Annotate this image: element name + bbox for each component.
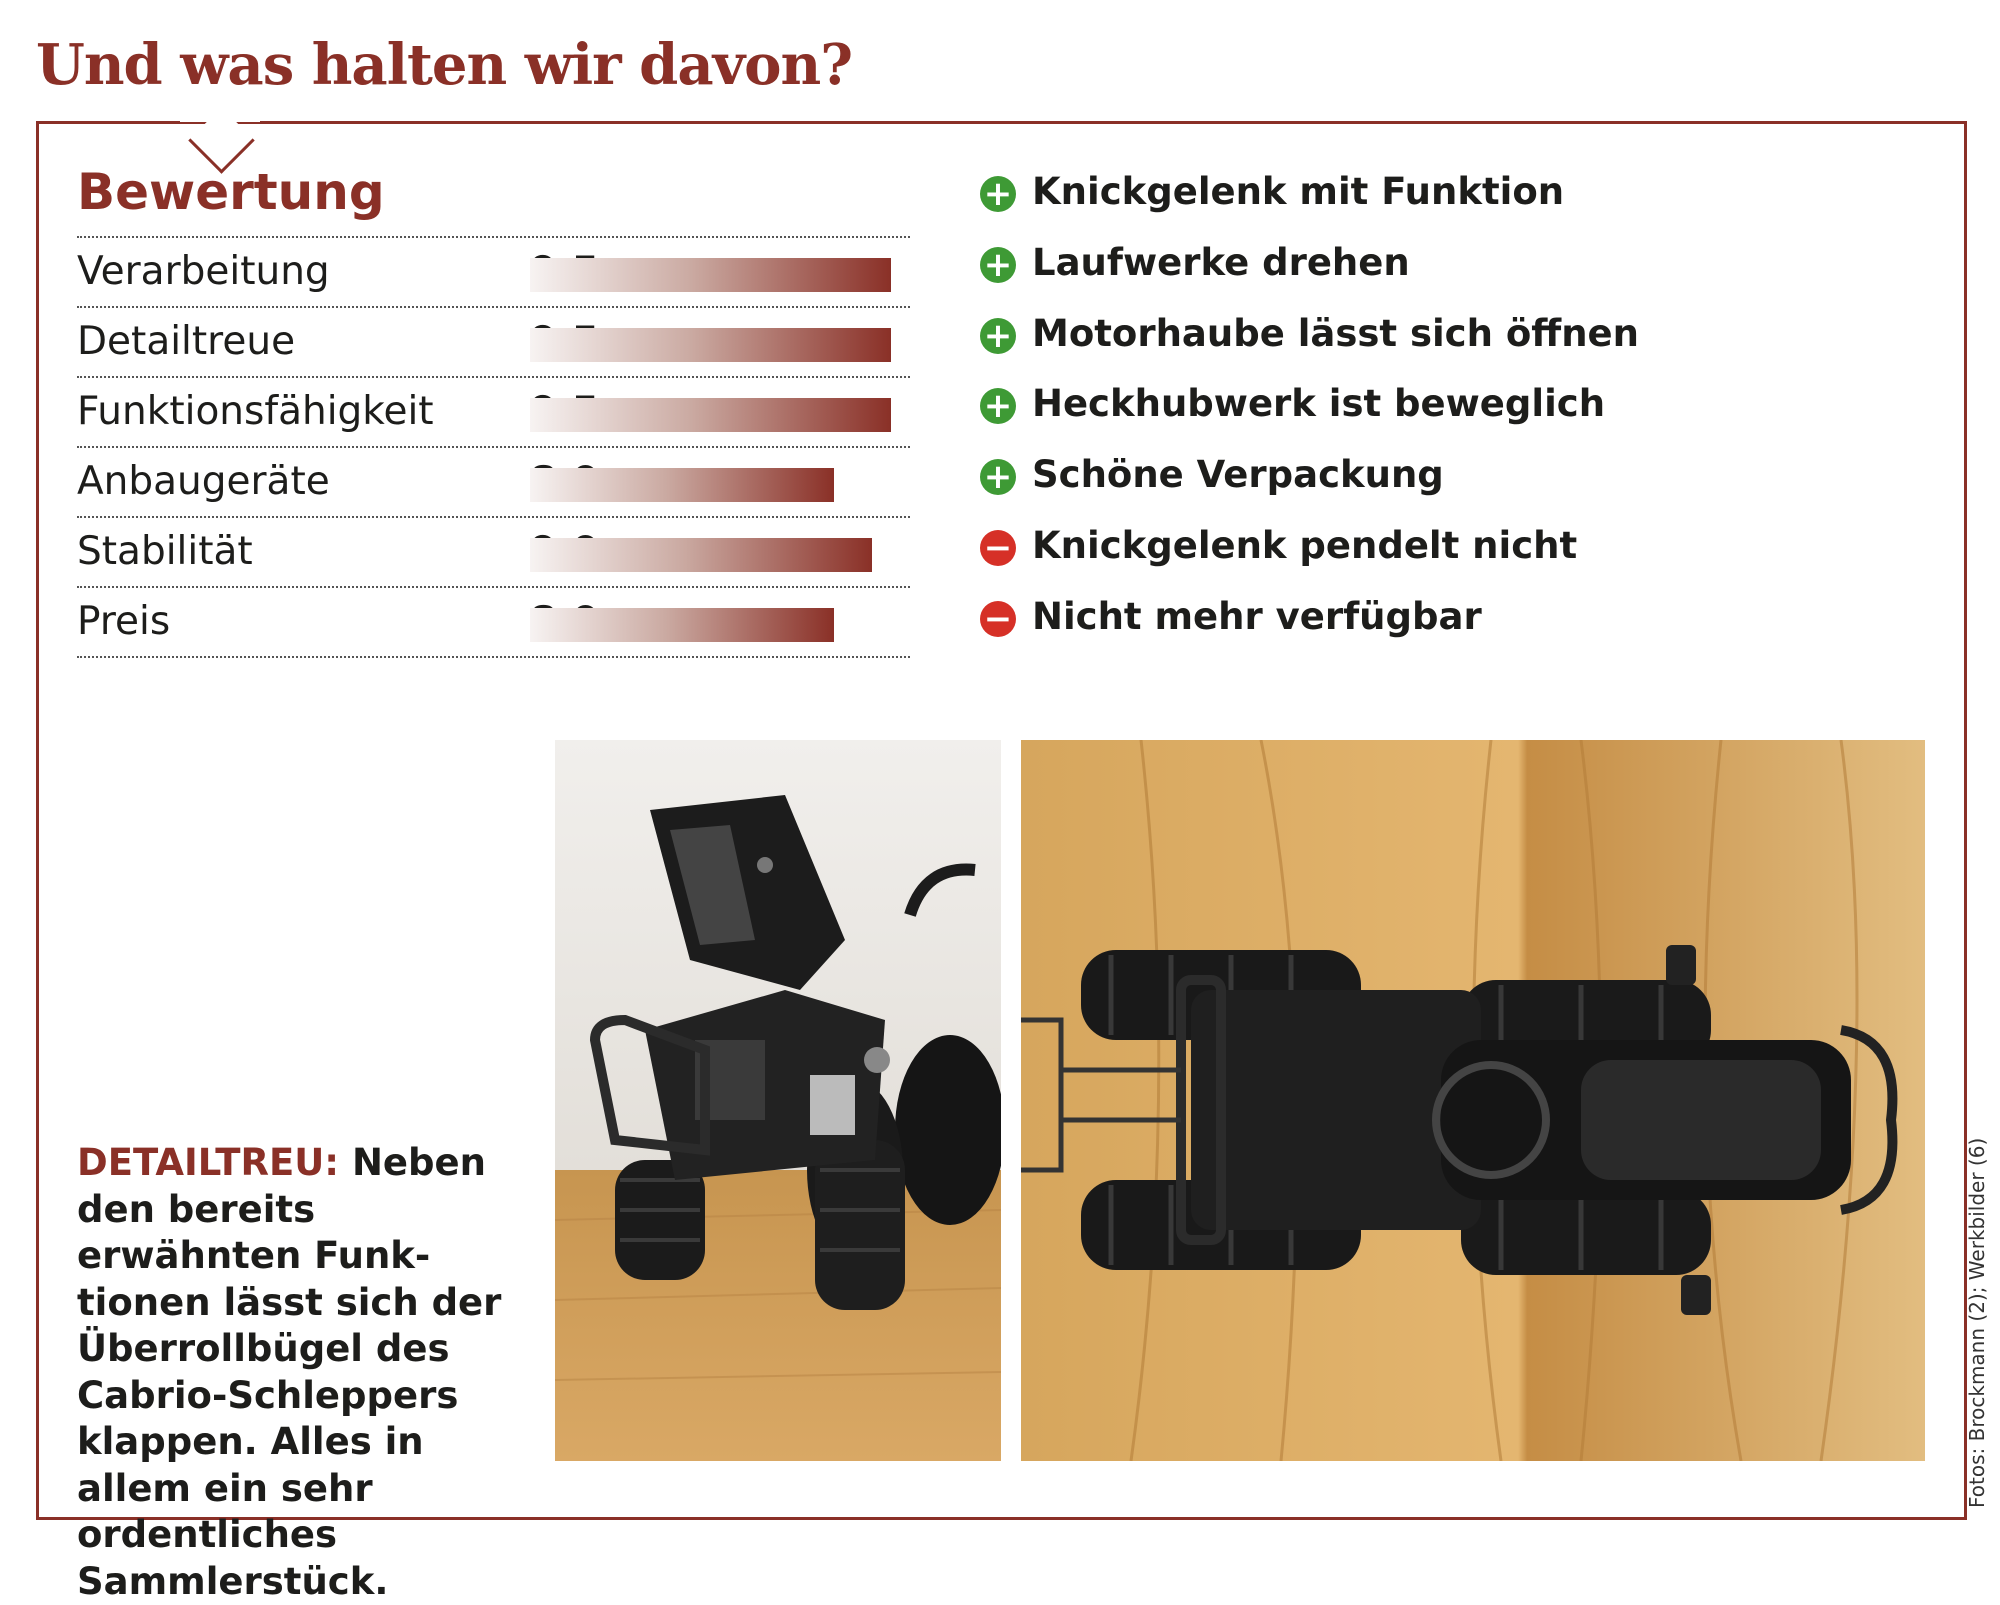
pro-text: Motorhaube lässt sich öffnen <box>1032 311 1639 355</box>
pro-item: + Schöne Verpackung <box>980 445 1639 516</box>
pro-text: Heckhubwerk ist beweglich <box>1032 382 1606 426</box>
pro-item: + Laufwerke drehen <box>980 233 1639 304</box>
rating-title: Bewertung <box>77 163 385 221</box>
pros-cons-list: + Knickgelenk mit Funktion + Laufwerke dre… <box>980 162 1639 658</box>
photo-tractor-top <box>1021 740 1925 1461</box>
rating-label: Detailtreue <box>77 319 296 364</box>
plus-icon: + <box>980 246 1016 283</box>
plus-icon: + <box>980 459 1016 496</box>
photo-caption: DETAILTREU: Neben den bereits erwähnten … <box>77 1140 547 1605</box>
con-text: Knickgelenk pendelt nicht <box>1032 523 1578 567</box>
pro-item: + Knickgelenk mit Funktion <box>980 162 1639 233</box>
rating-row: Stabilität 9,0 <box>77 518 910 588</box>
plus-icon: + <box>980 317 1016 354</box>
caption-lead: DETAILTREU: <box>77 1141 340 1184</box>
photo-tractor-front <box>555 740 1001 1461</box>
rating-bar <box>530 328 891 362</box>
plus-icon: + <box>980 176 1016 212</box>
rating-row: Anbaugeräte 8,0 <box>77 448 910 518</box>
rating-label: Preis <box>77 599 171 644</box>
minus-icon: − <box>980 529 1016 566</box>
rating-label: Funktionsfähigkeit <box>77 389 434 434</box>
pro-text: Knickgelenk mit Funktion <box>1032 170 1565 213</box>
rating-bar <box>530 398 891 432</box>
rating-row: Funktionsfähigkeit 9,5 <box>77 378 910 448</box>
rating-label: Anbaugeräte <box>77 459 330 504</box>
rating-row: Detailtreue 9,5 <box>77 308 910 378</box>
con-item: − Nicht mehr verfügbar <box>980 587 1639 658</box>
rating-bar <box>530 608 834 642</box>
pro-text: Laufwerke drehen <box>1032 240 1410 284</box>
rating-label: Stabilität <box>77 529 253 574</box>
pro-text: Schöne Verpackung <box>1032 453 1444 497</box>
rating-row: Verarbeitung 9,5 <box>77 238 910 308</box>
rating-bar <box>530 538 872 572</box>
pro-item: + Motorhaube lässt sich öffnen <box>980 304 1639 375</box>
con-item: − Knickgelenk pendelt nicht <box>980 516 1639 587</box>
headline: Und was halten wir davon? <box>36 32 853 98</box>
rating-label: Verarbeitung <box>77 249 330 294</box>
caption-text: Neben den bereits erwähnten Funk­tionen … <box>77 1141 502 1603</box>
pro-item: + Heckhubwerk ist beweglich <box>980 374 1639 445</box>
minus-icon: − <box>980 600 1016 637</box>
con-text: Nicht mehr verfügbar <box>1032 594 1482 638</box>
rating-table: Verarbeitung 9,5 Detailtreue 9,5 Funktio… <box>77 236 910 658</box>
rating-bar <box>530 258 891 292</box>
plus-icon: + <box>980 388 1016 425</box>
rating-row: Preis 8,0 <box>77 588 910 658</box>
photo-credit: Fotos: Brockmann (2); Werkbilder (6) <box>1965 1137 1989 1508</box>
rating-bar <box>530 468 834 502</box>
review-box <box>36 121 1967 1520</box>
